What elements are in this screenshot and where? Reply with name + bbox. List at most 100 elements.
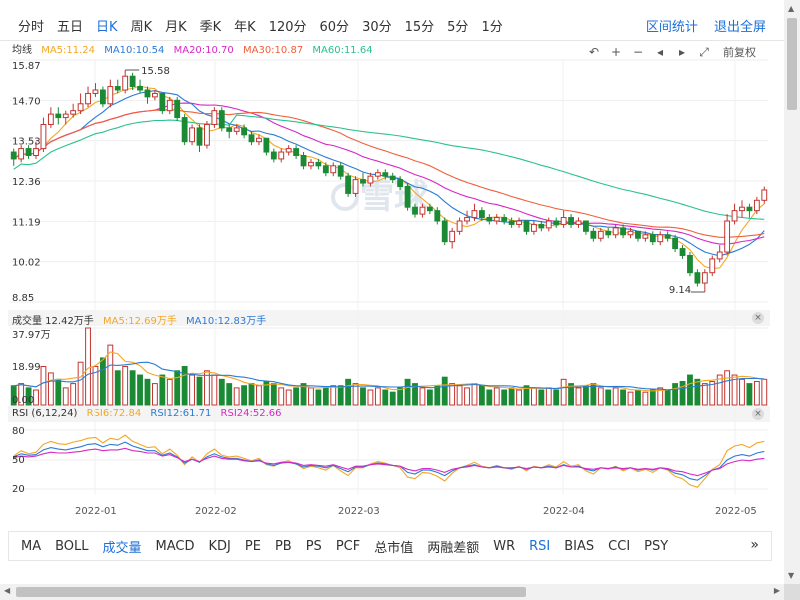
period-tab[interactable]: 1分: [481, 20, 503, 35]
indicator-tab[interactable]: 成交量: [102, 540, 142, 556]
volume-bar: [233, 387, 240, 406]
candle-body: [679, 248, 686, 256]
rsi12-line: [13, 441, 765, 481]
volume-bar: [367, 389, 374, 406]
pan-left-icon[interactable]: ◂: [656, 45, 664, 59]
period-tab[interactable]: 日K: [96, 20, 118, 35]
candle-body: [360, 179, 366, 184]
indicator-tab[interactable]: PE: [244, 538, 261, 554]
volume-bar: [597, 387, 604, 406]
ma60-line: [13, 114, 765, 220]
price-tick-label: 12.36: [12, 177, 41, 188]
undo-icon[interactable]: ↶: [588, 45, 600, 59]
indicator-tab[interactable]: MACD: [155, 538, 195, 554]
indicator-tab[interactable]: 总市值: [374, 540, 414, 556]
candle-body: [493, 217, 500, 222]
zoom-in-icon[interactable]: +: [610, 45, 622, 59]
indicator-tab[interactable]: MA: [21, 538, 42, 554]
candle-body: [709, 258, 716, 274]
more-indicators-icon[interactable]: »: [750, 537, 759, 553]
candle-body: [478, 210, 485, 219]
candle-body: [10, 151, 17, 160]
volume-bar: [62, 387, 69, 406]
volume-bar: [761, 378, 768, 406]
fullscreen-icon[interactable]: ⤢: [699, 44, 709, 59]
candle-body: [404, 186, 411, 208]
candle-body: [256, 137, 262, 143]
rsi6-value: RSI6:72.84: [86, 408, 142, 419]
candle-body: [464, 217, 470, 222]
indicator-tab[interactable]: BOLL: [55, 538, 89, 554]
period-tab[interactable]: 60分: [319, 20, 350, 35]
indicator-tab[interactable]: CCI: [608, 538, 631, 554]
period-tab[interactable]: 年K: [234, 20, 256, 35]
candle-body: [426, 206, 433, 212]
indicator-tab[interactable]: PB: [274, 538, 292, 554]
vertical-scroll-thumb[interactable]: [787, 18, 797, 110]
horizontal-scrollbar[interactable]: ◀ ▶: [0, 584, 784, 600]
stock-chart[interactable]: 雪球15.8714.7013.5312.3611.1910.028.8515.5…: [0, 0, 784, 530]
candle-body: [441, 220, 448, 243]
volume-bar: [464, 387, 470, 406]
candle-body: [583, 220, 589, 232]
indicator-tab[interactable]: KDJ: [208, 538, 231, 554]
candle-body: [516, 220, 522, 225]
indicator-tab[interactable]: PCF: [335, 538, 361, 554]
volume-bar: [605, 389, 612, 406]
range-stats-link[interactable]: 区间统计: [645, 20, 698, 35]
scroll-left-icon[interactable]: ◀: [4, 586, 11, 595]
period-tab[interactable]: 周K: [130, 20, 153, 35]
indicator-tab[interactable]: BIAS: [564, 538, 595, 554]
scroll-up-icon[interactable]: ▲: [788, 4, 795, 13]
ma10-value: MA10:10.54: [104, 45, 165, 56]
period-tab[interactable]: 15分: [404, 20, 435, 35]
volume-bar: [166, 378, 173, 406]
period-tab[interactable]: 5分: [447, 20, 469, 35]
volume-bar: [374, 387, 381, 406]
period-tab[interactable]: 30分: [362, 20, 392, 35]
period-tab[interactable]: 分时: [18, 20, 45, 35]
volume-bar: [739, 378, 745, 406]
candle-body: [122, 75, 129, 91]
chart-toolbar: ↶ + − ◂ ▸ ⤢ 前复权: [585, 44, 756, 60]
volume-bar: [575, 387, 582, 406]
candle-body: [434, 210, 441, 222]
period-tab[interactable]: 月K: [165, 20, 187, 35]
candle-body: [367, 175, 374, 184]
price-tick-label: 10.02: [12, 258, 41, 269]
volume-bar: [545, 387, 552, 406]
rsi-close-icon[interactable]: ×: [752, 408, 764, 420]
scroll-right-icon[interactable]: ▶: [773, 586, 780, 595]
candle-body: [761, 189, 768, 201]
candle-body: [724, 220, 731, 253]
scroll-down-icon[interactable]: ▼: [788, 571, 795, 580]
indicator-tab[interactable]: 两融差额: [427, 540, 480, 556]
volume-close-icon[interactable]: ×: [752, 312, 764, 324]
candle-body: [627, 230, 634, 236]
candle-body: [322, 165, 329, 174]
candle-body: [739, 206, 745, 212]
candle-body: [597, 230, 604, 239]
candle-body: [523, 220, 530, 232]
rsi-label: RSI (6,12,24): [12, 408, 78, 419]
volume-bar: [55, 378, 62, 406]
indicator-tab[interactable]: RSI: [529, 538, 551, 554]
volume-bar: [77, 361, 84, 406]
volume-bar: [99, 357, 106, 406]
indicator-tab[interactable]: PS: [305, 538, 322, 554]
price-adjust-toggle[interactable]: 前复权: [723, 46, 756, 59]
vertical-scrollbar[interactable]: ▲ ▼: [784, 0, 800, 584]
candle-body: [278, 151, 285, 160]
volume-bar: [434, 385, 441, 406]
period-tab[interactable]: 五日: [57, 20, 84, 35]
zoom-out-icon[interactable]: −: [632, 45, 644, 59]
indicator-tab[interactable]: PSY: [644, 538, 669, 554]
horizontal-scroll-thumb[interactable]: [16, 587, 526, 597]
period-tab[interactable]: 120分: [268, 20, 307, 35]
exit-fullscreen-link[interactable]: 退出全屏: [713, 20, 766, 35]
period-tab[interactable]: 季K: [199, 20, 222, 35]
pan-right-icon[interactable]: ▸: [678, 45, 686, 59]
candle-body: [449, 230, 456, 243]
candle-body: [687, 254, 693, 274]
indicator-tab[interactable]: WR: [493, 538, 516, 554]
